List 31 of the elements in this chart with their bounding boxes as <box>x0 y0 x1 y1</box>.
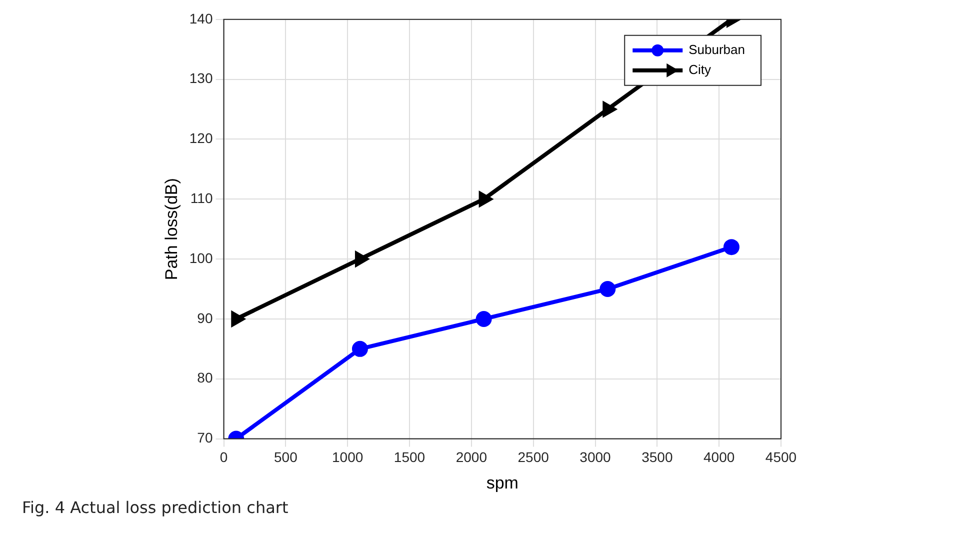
x-tick-label: 3500 <box>642 449 673 466</box>
y-tick-label: 130 <box>189 70 213 86</box>
y-tick-label: 110 <box>190 190 213 206</box>
x-tick-label: 1500 <box>394 449 426 466</box>
y-tick-label: 80 <box>197 370 213 386</box>
x-tick-label: 1000 <box>332 449 364 466</box>
point <box>478 192 492 206</box>
y-tick-label: 90 <box>197 310 213 326</box>
point <box>231 312 244 326</box>
x-tick-label: 3000 <box>580 449 612 466</box>
point <box>352 340 368 357</box>
y-axis-title: Path loss(dB) <box>162 178 181 280</box>
x-tick-label: 0 <box>220 449 228 466</box>
point <box>602 102 616 116</box>
x-axis-title: spm <box>486 473 518 492</box>
x-tick-label: 2500 <box>518 449 550 466</box>
x-tick-label: 4000 <box>704 449 735 466</box>
y-tick-label: 120 <box>189 130 213 146</box>
legend-label: City <box>688 62 712 77</box>
x-tick-label: 500 <box>274 449 298 466</box>
point <box>354 252 368 266</box>
x-tick-label: 4500 <box>765 449 797 466</box>
y-tick-label: 70 <box>197 430 213 446</box>
x-tick-label: 2000 <box>456 449 488 466</box>
point <box>723 239 740 256</box>
point <box>476 310 492 327</box>
caption: Fig. 4 Actual loss prediction chart <box>22 498 290 517</box>
y-tick-label: 100 <box>189 250 213 266</box>
legend-label: Suburban <box>688 42 746 57</box>
y-tick-label: 140 <box>189 10 213 26</box>
point <box>600 281 616 298</box>
